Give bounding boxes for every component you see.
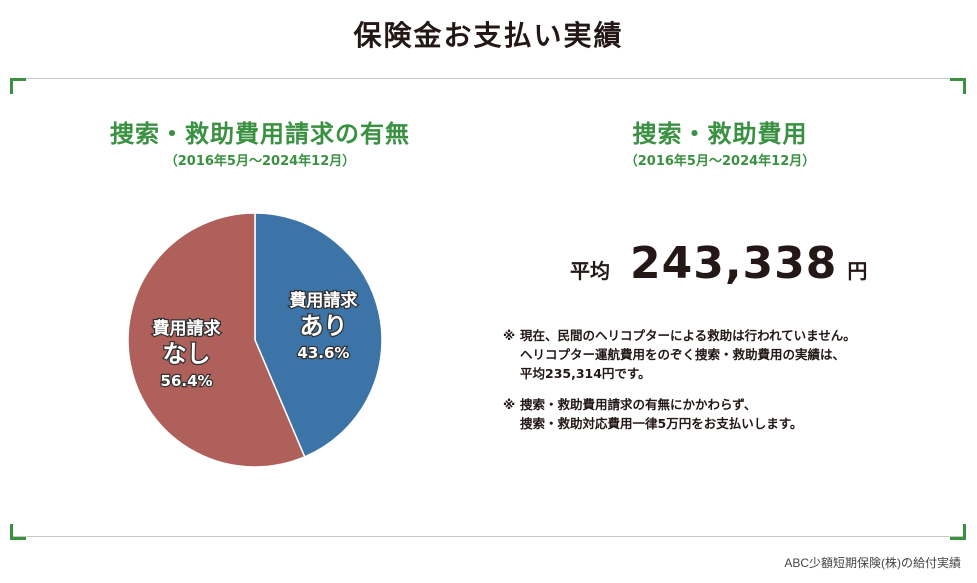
slice-label-category: 費用請求 [289,290,357,311]
note-line: ヘリコプター運航費用をのぞく捜索・救助費用の実績は、 [520,347,846,362]
note-mark: ※ [503,328,516,343]
note-line: 捜索・救助費用請求の有無にかかわらず、 [520,397,757,412]
note-line: 現在、民間のヘリコプターによる救助は行われていません。 [520,328,856,343]
slice-value-label: 56.4% [161,372,213,390]
frame-corner-bottom-left [10,524,26,540]
slice-value-label: 43.6% [297,344,349,362]
frame-corner-top-left [10,78,26,94]
left-section-title: 捜索・救助費用請求の有無 [110,120,410,148]
note-mark: ※ [503,397,516,412]
slice-label-category: 費用請求 [153,318,221,339]
note-line: 平均235,314円です。 [520,366,651,381]
average-label: 平均 [570,259,610,283]
average-value: 243,338 [630,238,838,289]
left-section-period: （2016年5月～2024年12月） [164,154,356,169]
source-note: ABC少額短期保険(株)の給付実績 [784,556,961,570]
pie-slice [127,212,306,468]
note-line: 捜索・救助対応費用一律5万円をお支払いします。 [520,416,803,431]
note-item: ※ 現在、民間のヘリコプターによる救助は行われていません。 ヘリコプター運航費用… [503,326,943,383]
frame-corner-top-right [950,78,966,94]
average-cost: 平均 243,338 円 [540,238,940,302]
right-section-title: 捜索・救助費用 [632,120,808,148]
slice-label-main: なし [163,340,211,368]
right-section-period: （2016年5月～2024年12月） [624,154,816,169]
frame-corner-bottom-right [950,524,966,540]
notes: ※ 現在、民間のヘリコプターによる救助は行われていません。 ヘリコプター運航費用… [503,326,943,445]
pie-slice [254,212,383,458]
note-item: ※ 捜索・救助費用請求の有無にかかわらず、 捜索・救助対応費用一律5万円をお支払… [503,395,943,433]
page-title: 保険金お支払い実績 [353,19,624,52]
slice-label-main: あり [299,312,347,340]
average-unit: 円 [847,259,868,283]
content-frame [10,78,963,537]
